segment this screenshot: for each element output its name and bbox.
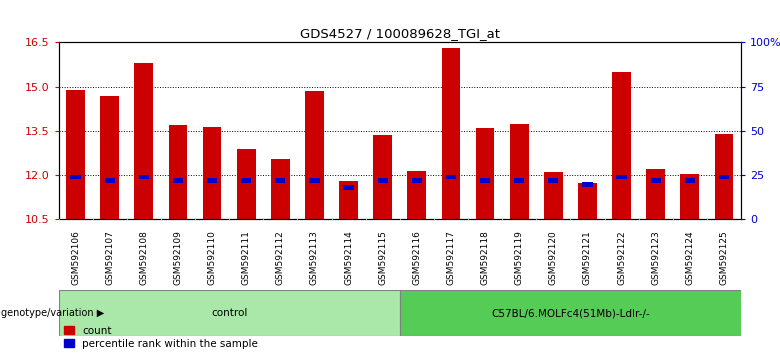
Text: GSM592124: GSM592124 <box>686 230 694 285</box>
Bar <box>480 178 490 183</box>
Title: GDS4527 / 100089628_TGI_at: GDS4527 / 100089628_TGI_at <box>300 27 500 40</box>
Text: GSM592110: GSM592110 <box>207 230 217 285</box>
Bar <box>548 178 558 183</box>
Bar <box>544 172 562 219</box>
Bar <box>203 127 222 219</box>
Bar <box>105 178 115 183</box>
Text: GSM592106: GSM592106 <box>71 230 80 285</box>
Text: GSM592119: GSM592119 <box>515 230 523 285</box>
Text: GSM592125: GSM592125 <box>719 230 729 285</box>
Bar <box>446 175 456 179</box>
Bar <box>714 134 733 219</box>
Bar <box>378 178 388 183</box>
Bar <box>139 175 149 179</box>
Bar <box>66 90 85 219</box>
Text: C57BL/6.MOLFc4(51Mb)-Ldlr-/-: C57BL/6.MOLFc4(51Mb)-Ldlr-/- <box>491 308 650 318</box>
Bar <box>612 72 631 219</box>
Bar <box>101 96 119 219</box>
Bar <box>407 171 426 219</box>
Bar <box>616 175 626 179</box>
Text: GSM592107: GSM592107 <box>105 230 114 285</box>
Bar <box>647 169 665 219</box>
Text: GSM592114: GSM592114 <box>344 230 353 285</box>
Bar <box>275 178 285 183</box>
Text: GSM592116: GSM592116 <box>413 230 421 285</box>
Bar <box>685 178 695 183</box>
Text: GSM592117: GSM592117 <box>446 230 456 285</box>
Bar <box>343 185 353 190</box>
Bar <box>514 178 524 183</box>
Bar <box>583 182 593 187</box>
Text: GSM592112: GSM592112 <box>276 230 285 285</box>
Bar <box>651 178 661 183</box>
Text: GSM592123: GSM592123 <box>651 230 660 285</box>
Bar <box>237 149 256 219</box>
Text: GSM592121: GSM592121 <box>583 230 592 285</box>
Bar <box>578 183 597 219</box>
Text: GSM592109: GSM592109 <box>173 230 183 285</box>
Bar <box>134 63 153 219</box>
Bar <box>680 174 699 219</box>
Bar <box>374 136 392 219</box>
Text: GSM592118: GSM592118 <box>480 230 490 285</box>
Bar <box>173 178 183 183</box>
Bar <box>339 181 358 219</box>
Legend: count, percentile rank within the sample: count, percentile rank within the sample <box>64 326 258 349</box>
Text: GSM592113: GSM592113 <box>310 230 319 285</box>
Text: GSM592108: GSM592108 <box>140 230 148 285</box>
Bar <box>310 178 320 183</box>
Text: GSM592111: GSM592111 <box>242 230 250 285</box>
Bar <box>271 159 289 219</box>
Text: control: control <box>211 308 247 318</box>
Bar <box>70 175 80 179</box>
Bar <box>305 91 324 219</box>
Bar <box>510 124 529 219</box>
Text: genotype/variation ▶: genotype/variation ▶ <box>1 308 104 318</box>
Bar <box>58 290 399 336</box>
Text: GSM592120: GSM592120 <box>549 230 558 285</box>
Bar <box>399 290 741 336</box>
Bar <box>441 48 460 219</box>
Bar <box>207 178 217 183</box>
Bar <box>476 128 495 219</box>
Text: GSM592122: GSM592122 <box>617 230 626 285</box>
Bar <box>412 178 422 183</box>
Bar <box>719 175 729 179</box>
Bar <box>168 125 187 219</box>
Text: GSM592115: GSM592115 <box>378 230 387 285</box>
Bar <box>241 178 251 183</box>
